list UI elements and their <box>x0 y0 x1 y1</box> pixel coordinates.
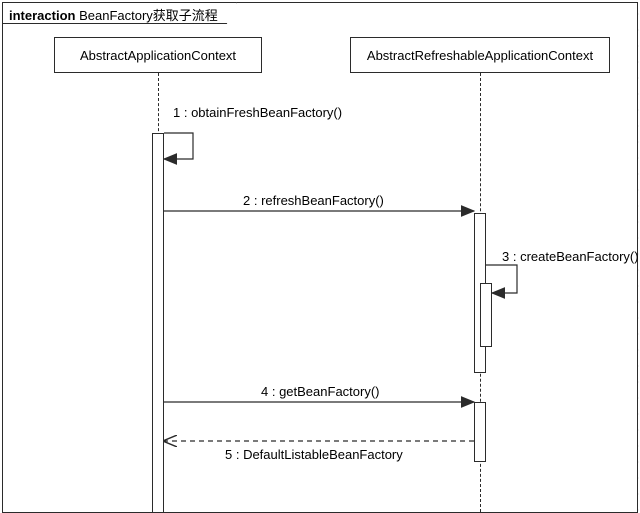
message-label-5: 5 : DefaultListableBeanFactory <box>225 447 403 462</box>
message-label-4: 4 : getBeanFactory() <box>261 384 380 399</box>
interaction-frame: interaction BeanFactory获取子流程 AbstractApp… <box>2 2 638 513</box>
participant-abstract-application-context: AbstractApplicationContext <box>54 37 262 73</box>
activation-p1-main <box>152 133 164 513</box>
participant-label: AbstractApplicationContext <box>80 48 236 63</box>
activation-p2-create <box>480 283 492 347</box>
frame-title: BeanFactory获取子流程 <box>79 8 218 23</box>
participant-label: AbstractRefreshableApplicationContext <box>367 48 593 63</box>
arrow-self-obtainFreshBeanFactory <box>164 133 193 159</box>
frame-keyword: interaction <box>9 8 75 23</box>
message-label-3: 3 : createBeanFactory() <box>502 249 639 264</box>
frame-label: interaction BeanFactory获取子流程 <box>2 2 237 24</box>
participant-abstract-refreshable-application-context: AbstractRefreshableApplicationContext <box>350 37 610 73</box>
activation-p2-get <box>474 402 486 462</box>
message-label-1: 1 : obtainFreshBeanFactory() <box>173 105 342 120</box>
message-label-2: 2 : refreshBeanFactory() <box>243 193 384 208</box>
